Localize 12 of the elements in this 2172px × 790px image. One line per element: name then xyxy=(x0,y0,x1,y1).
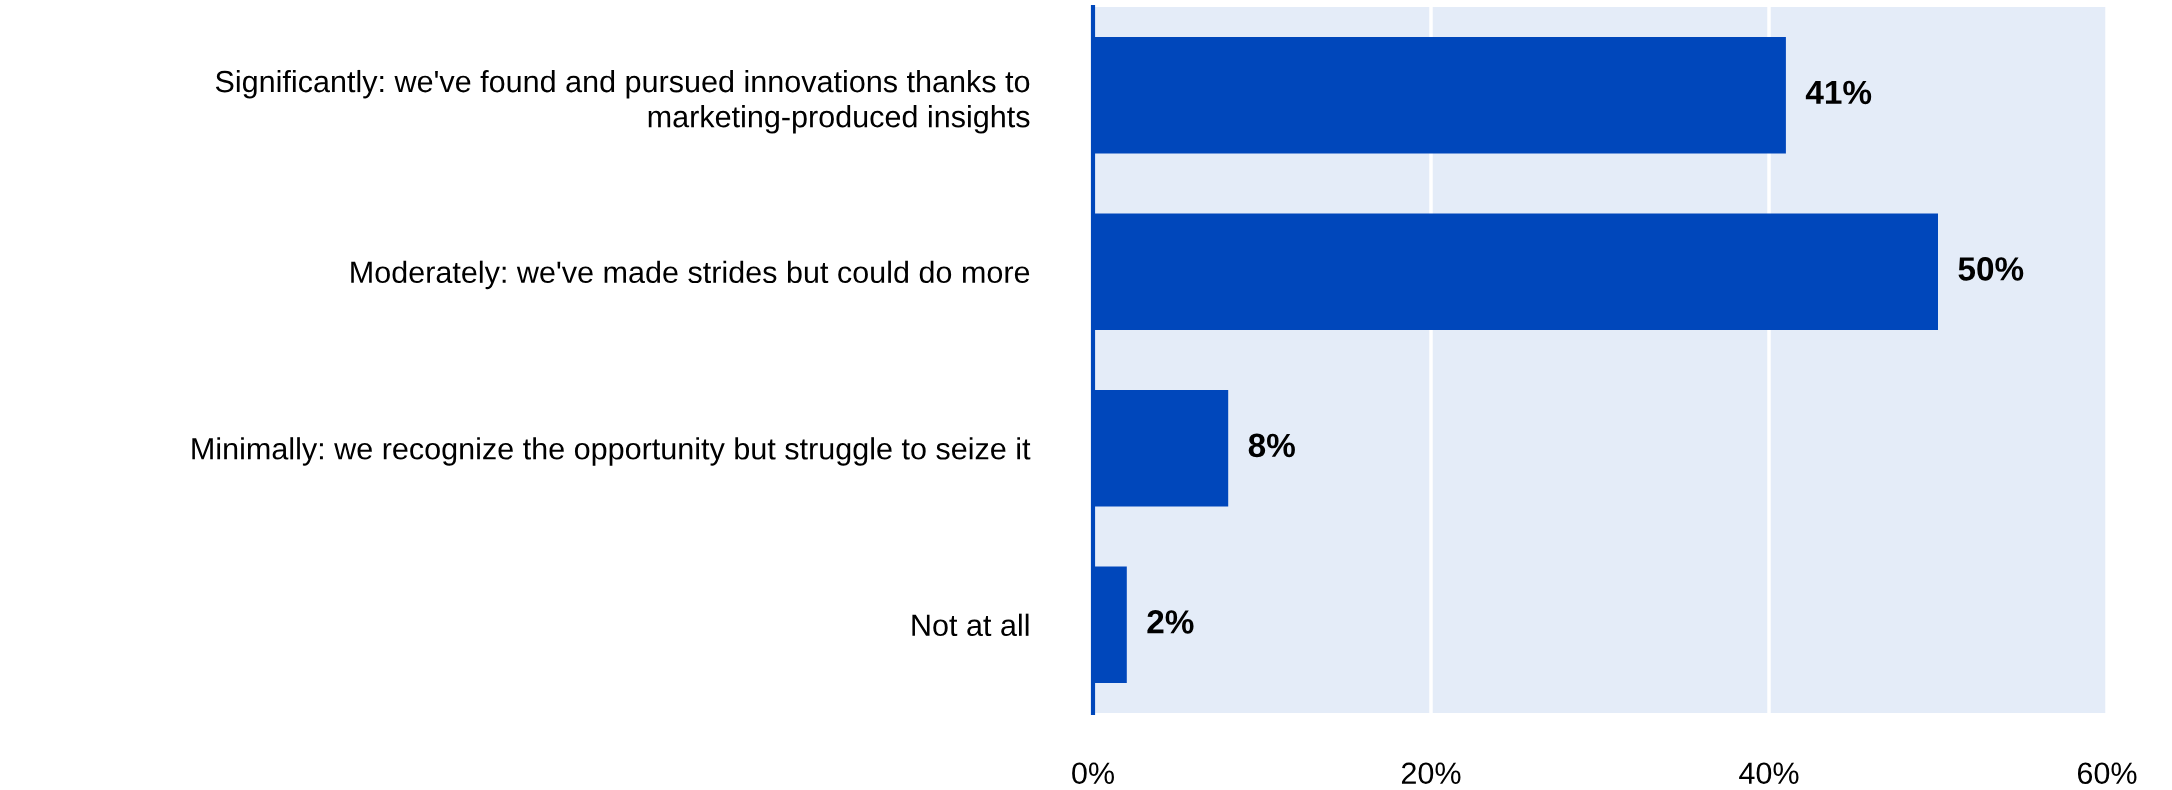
x-tick-label: 60% xyxy=(2077,762,2137,785)
y-tick-label: Significantly: we've found and pursued innovations thanks to marketing-produced insights xyxy=(215,69,1030,134)
x-tick-label: 20% xyxy=(1401,762,1461,785)
y-tick-label: Minimally: we recognize the opportunity but struggle to seize it xyxy=(192,437,1031,466)
data-label: 41% xyxy=(1805,80,1872,105)
data-label: 8% xyxy=(1248,433,1295,458)
x-tick-label: 40% xyxy=(1739,762,1799,785)
x-tick-label: 0% xyxy=(1072,762,1114,785)
y-tick-label: Not at all xyxy=(912,613,1029,637)
data-label: 50% xyxy=(1958,257,2024,281)
data-label: 2% xyxy=(1147,610,1194,634)
y-tick-label: Moderately: we've made strides but could do more xyxy=(351,260,1030,290)
